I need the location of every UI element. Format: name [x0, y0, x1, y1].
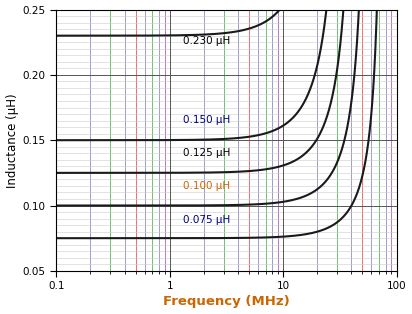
- Y-axis label: Inductance (μH): Inductance (μH): [5, 93, 19, 187]
- Text: 0.100 μH: 0.100 μH: [183, 181, 230, 191]
- X-axis label: Frequency (MHz): Frequency (MHz): [163, 295, 290, 308]
- Text: 0.075 μH: 0.075 μH: [183, 215, 230, 225]
- Text: 0.125 μH: 0.125 μH: [183, 149, 230, 159]
- Text: 0.150 μH: 0.150 μH: [183, 115, 230, 125]
- Text: 0.230 μH: 0.230 μH: [183, 36, 230, 46]
